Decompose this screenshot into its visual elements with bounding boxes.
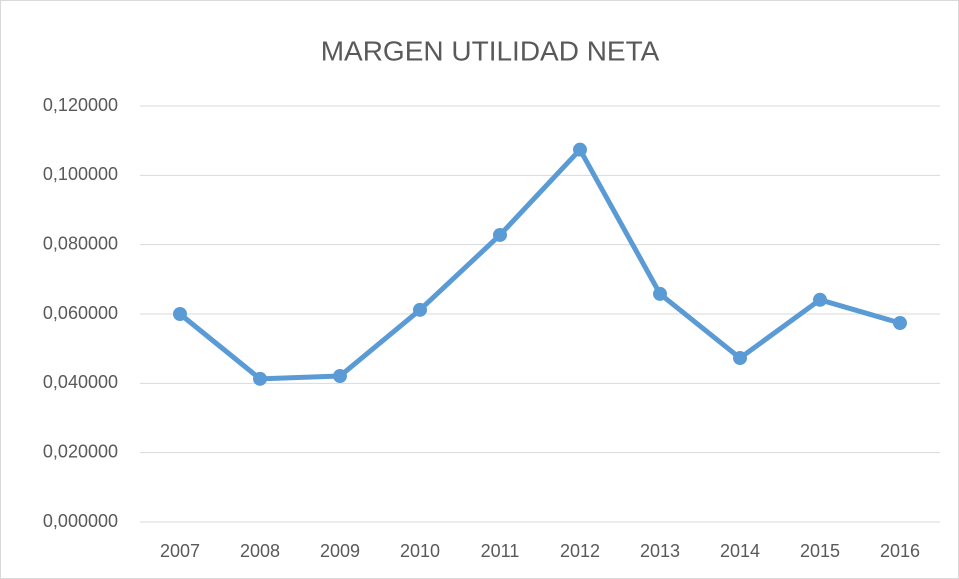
y-tick-label: 0,040000 — [43, 372, 118, 392]
x-tick-label: 2013 — [640, 541, 680, 561]
x-tick-label: 2008 — [240, 541, 280, 561]
y-tick-label: 0,100000 — [43, 164, 118, 184]
y-tick-label: 0,020000 — [43, 441, 118, 461]
marker — [813, 292, 827, 307]
x-tick-label: 2011 — [481, 541, 520, 561]
marker — [653, 286, 667, 301]
marker — [173, 307, 187, 321]
y-tick-label: 0,120000 — [43, 95, 118, 115]
marker — [333, 369, 347, 384]
y-tick-label: 0,060000 — [43, 303, 118, 323]
marker — [493, 227, 507, 242]
chart-title: MARGEN UTILIDAD NETA — [321, 35, 660, 66]
x-tick-label: 2012 — [560, 541, 600, 561]
marker — [413, 302, 427, 317]
x-tick-label: 2015 — [800, 541, 840, 561]
marker — [253, 371, 267, 386]
marker — [573, 142, 587, 157]
marker — [733, 351, 747, 366]
x-tick-label: 2009 — [320, 541, 360, 561]
y-tick-label: 0,080000 — [43, 233, 118, 253]
line — [177, 147, 903, 382]
y-tick-label: 0,000000 — [43, 511, 118, 531]
marker — [893, 316, 907, 331]
x-tick-label: 2016 — [880, 541, 920, 561]
x-tick-label: 2007 — [160, 541, 200, 561]
x-tick-label: 2014 — [720, 541, 760, 561]
x-tick-label: 2010 — [400, 541, 440, 561]
